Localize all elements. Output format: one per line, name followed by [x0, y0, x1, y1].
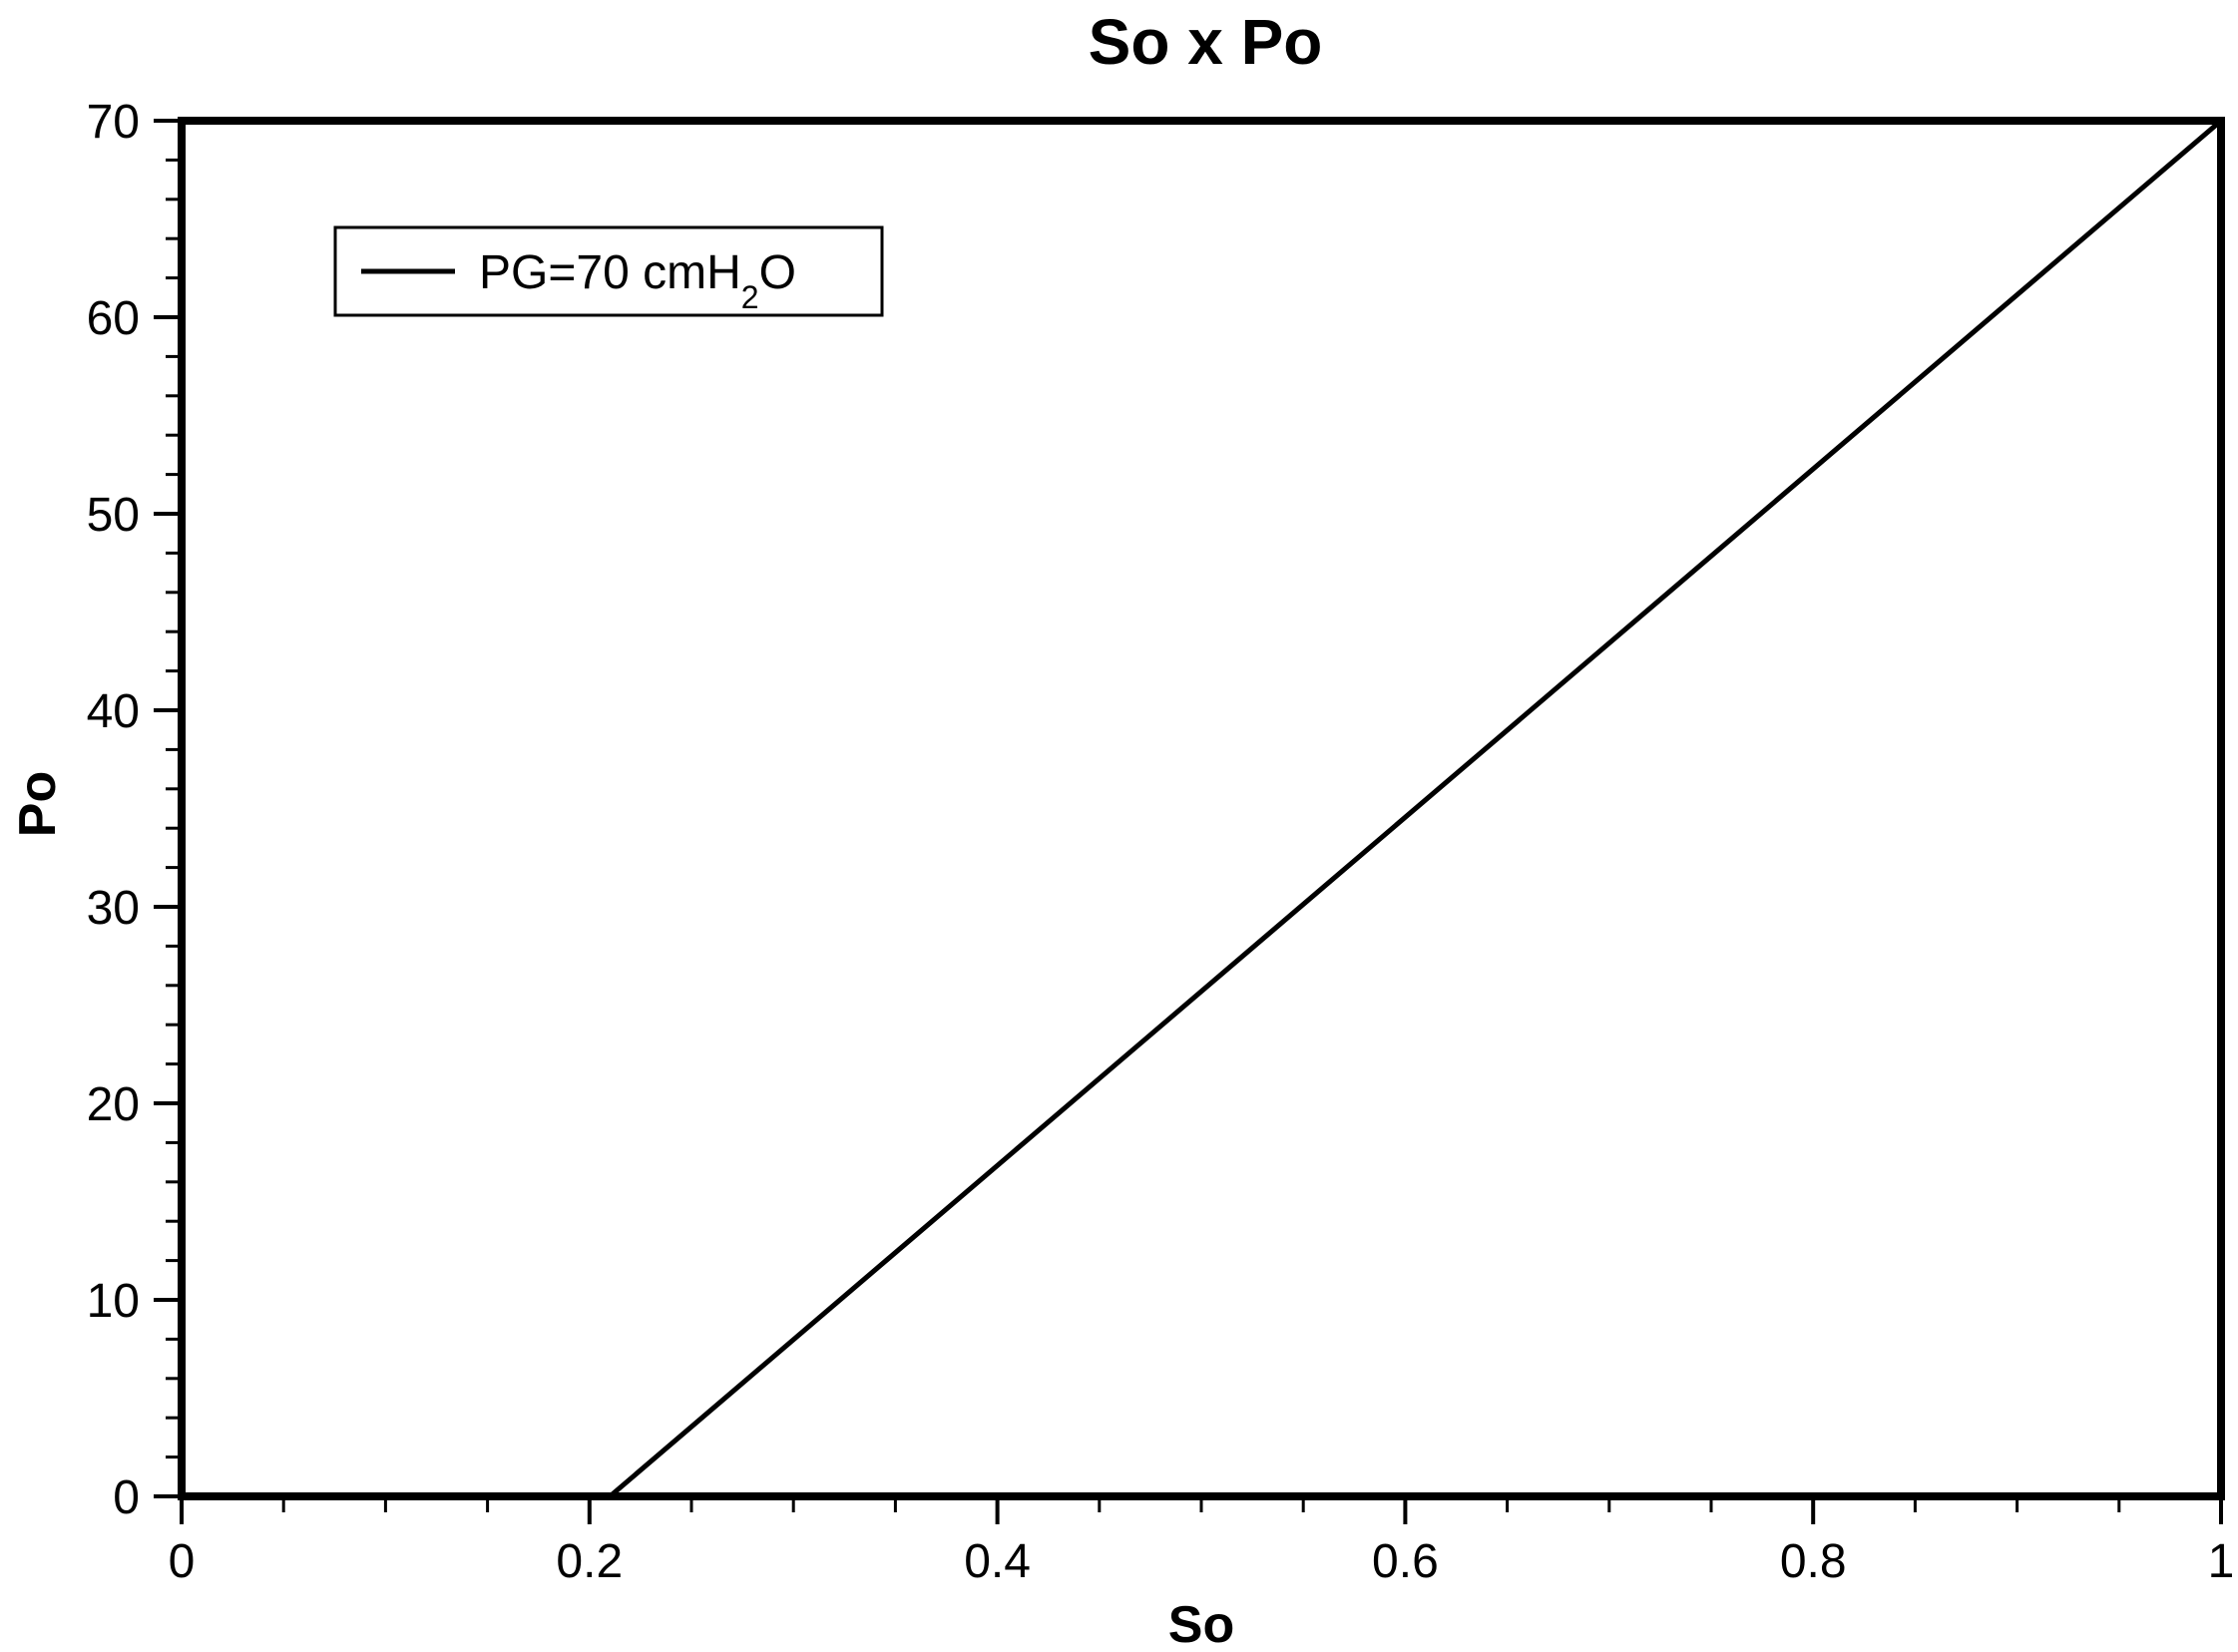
- y-tick-label: 20: [87, 1078, 140, 1131]
- y-tick-label: 0: [113, 1471, 140, 1524]
- plot-frame: [178, 117, 2225, 1500]
- y-tick-label: 30: [87, 882, 140, 935]
- legend-label-subscript: 2: [741, 279, 759, 315]
- y-tick-label: 40: [87, 685, 140, 738]
- y-tick-label: 70: [87, 96, 140, 149]
- x-tick-label: 0: [169, 1535, 196, 1588]
- legend-label-pg70: PG=70 cmH2O: [479, 246, 796, 315]
- x-tick-label: 0.2: [556, 1535, 623, 1588]
- x-tick-label: 0.4: [964, 1535, 1031, 1588]
- x-tick-label: 0.6: [1372, 1535, 1439, 1588]
- legend-label-tail: O: [759, 246, 796, 299]
- y-tick-label: 50: [87, 489, 140, 542]
- chart-title: So x Po: [1089, 6, 1323, 78]
- y-tick-label: 60: [87, 292, 140, 345]
- series-layer: [608, 119, 2223, 1498]
- x-axis-title: So: [1168, 1596, 1234, 1652]
- axis-ticks: [154, 119, 2223, 1524]
- y-tick-label: 10: [87, 1275, 140, 1328]
- y-axis-title: Po: [9, 771, 67, 837]
- series-line-0: [608, 119, 2223, 1498]
- x-tick-label: 0.8: [1780, 1535, 1847, 1588]
- legend-label-main: PG=70 cmH: [479, 246, 741, 299]
- x-tick-label: 1: [2208, 1535, 2235, 1588]
- legend: PG=70 cmH2O: [333, 225, 884, 317]
